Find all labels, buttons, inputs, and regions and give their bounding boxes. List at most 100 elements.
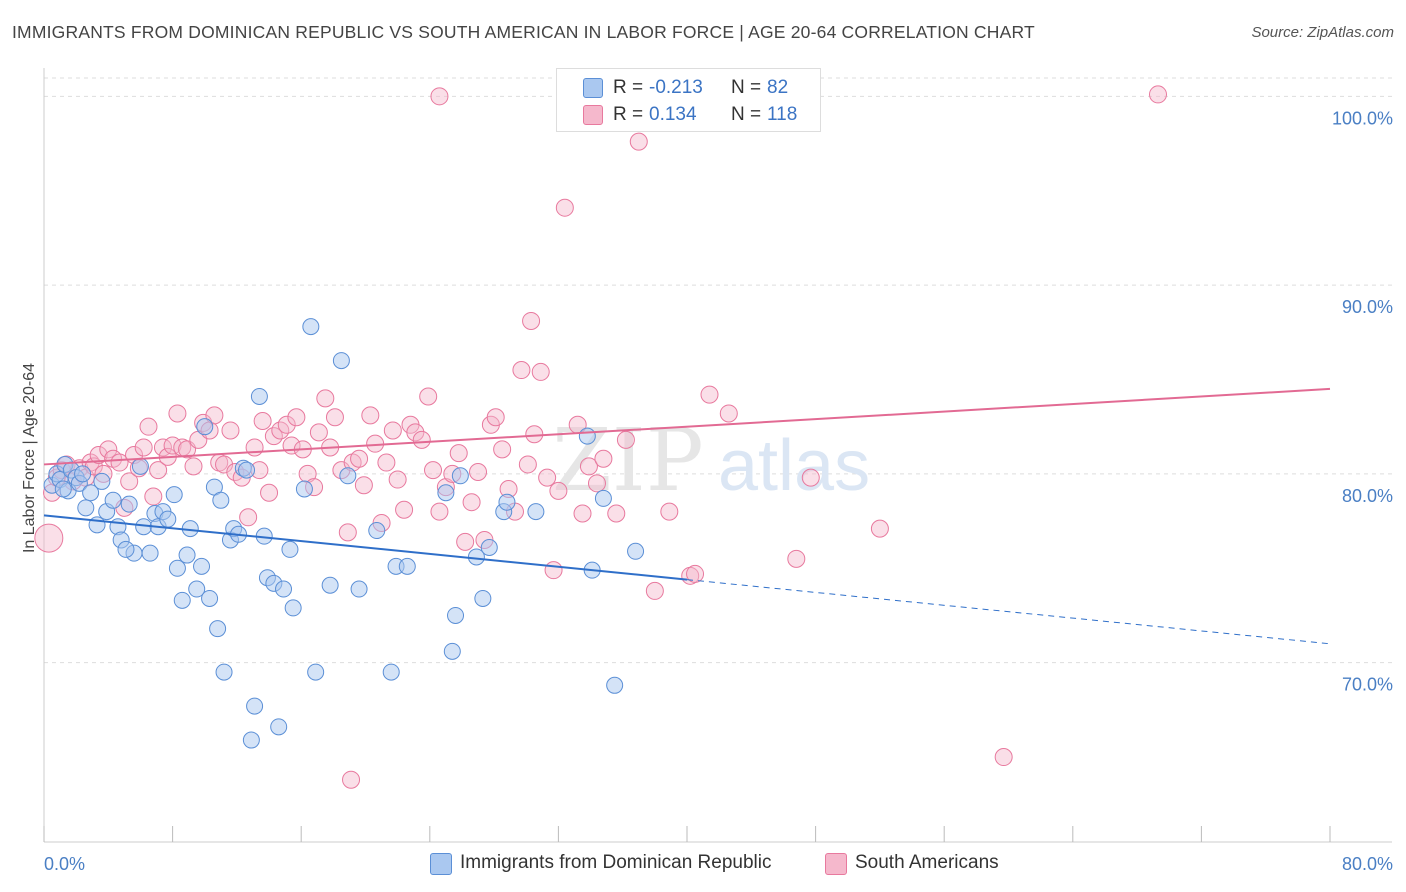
dominican-point — [627, 542, 645, 560]
south-americans-point — [350, 449, 369, 468]
south-americans-point — [544, 561, 563, 580]
dominican-point — [447, 606, 465, 624]
y-tick-label: 90.0% — [1342, 297, 1393, 317]
dominican-trend-line — [43, 514, 688, 581]
legend-row-dominican: R = -0.213 N = 82 — [557, 75, 820, 101]
dominican-point — [188, 580, 206, 598]
south-americans-point — [525, 425, 544, 444]
south-americans-point — [99, 440, 118, 459]
watermark: ZIP atlas — [552, 411, 870, 511]
south-americans-point — [406, 423, 425, 442]
south-americans-point — [700, 385, 719, 404]
x-tick-label: 0.0% — [44, 854, 85, 874]
south-americans-trend-line — [43, 387, 1331, 466]
dominican-point — [398, 557, 416, 575]
dominican-point — [93, 472, 111, 490]
south-americans-point — [469, 462, 488, 481]
south-americans-point — [110, 453, 129, 472]
south-americans-point — [512, 361, 531, 380]
dominican-point — [215, 663, 233, 681]
x-tick-label: 80.0% — [1342, 854, 1393, 874]
legend-r-value: 0.134 — [649, 104, 697, 125]
dominican-point — [382, 663, 400, 681]
dominican-point — [284, 599, 302, 617]
dominican-point — [275, 580, 293, 598]
legend-r-label: R = — [613, 77, 644, 98]
dominican-point — [339, 467, 357, 485]
south-americans-point — [518, 455, 537, 474]
dominican-point — [302, 318, 320, 336]
south-americans-point — [629, 132, 648, 151]
dominican-point — [168, 559, 186, 577]
y-axis-label: In Labor Force | Age 20-64 — [21, 363, 38, 553]
dominican-point — [451, 467, 469, 485]
dominican-point — [281, 540, 299, 558]
dominican-point — [54, 480, 72, 498]
south-americans-point — [139, 417, 158, 436]
dominican-point — [178, 546, 196, 564]
tick-labels: 70.0% 80.0% 90.0% 100.0% 0.0% 80.0% — [44, 108, 1393, 874]
legend-swatch-blue — [583, 78, 603, 98]
south-americans-point — [361, 406, 380, 425]
dominican-point — [474, 589, 492, 607]
dominican-point — [368, 522, 386, 540]
dominican-point — [201, 589, 219, 607]
dominican-point — [606, 676, 624, 694]
south-americans-point — [184, 457, 203, 476]
south-americans-point — [449, 444, 468, 463]
legend-swatch-pink — [825, 853, 847, 875]
dominican-point — [295, 480, 313, 498]
dominican-points — [43, 318, 645, 749]
south-americans-point — [239, 508, 258, 527]
dominican-point — [437, 484, 455, 502]
legend-label: Immigrants from Dominican Republic — [460, 852, 772, 873]
dominican-point — [242, 731, 260, 749]
grid-lines — [44, 77, 1392, 664]
dominican-point — [173, 591, 191, 609]
dominican-point — [120, 495, 138, 513]
watermark-atlas: atlas — [718, 426, 870, 506]
legend-r-label: R = — [613, 104, 644, 125]
south-americans-point — [573, 504, 592, 523]
dominican-point — [212, 491, 230, 509]
south-americans-point — [395, 500, 414, 519]
south-americans-point — [456, 532, 475, 551]
dominican-point — [117, 540, 135, 558]
dominican-point — [74, 465, 92, 483]
dominican-point — [250, 387, 268, 405]
dominican-point — [527, 503, 545, 521]
south-americans-point — [787, 549, 806, 568]
dominican-point — [443, 642, 461, 660]
south-americans-point — [221, 421, 240, 440]
dominican-point — [480, 539, 498, 557]
south-americans-point — [260, 483, 279, 502]
dominican-point — [141, 544, 159, 562]
south-americans-point — [587, 474, 606, 493]
south-americans-point — [531, 362, 550, 381]
source-label: Source: ZipAtlas.com — [1251, 24, 1394, 41]
south-americans-point — [277, 415, 296, 434]
legend-row-south-american: R = 0.134 N = 118 — [557, 102, 820, 128]
south-americans-point — [538, 468, 557, 487]
south-americans-point — [253, 412, 272, 431]
south-americans-point — [555, 198, 574, 217]
dominican-point — [350, 580, 368, 598]
legend-n-label: N = — [731, 77, 762, 98]
south-americans-point — [424, 461, 443, 480]
south-americans-point — [616, 430, 635, 449]
dominican-trend-extension — [686, 579, 1331, 645]
south-americans-point — [134, 438, 153, 457]
dominican-point — [332, 352, 350, 370]
legend-label: South Americans — [855, 852, 999, 873]
south-americans-point — [383, 421, 402, 440]
dominican-point — [159, 510, 177, 528]
south-americans-point — [205, 406, 224, 425]
south-americans-point — [430, 502, 449, 521]
south-americans-point — [316, 389, 335, 408]
dominican-point — [246, 697, 264, 715]
south-americans-point — [486, 408, 505, 427]
y-tick-label: 100.0% — [1332, 108, 1393, 128]
south-americans-point — [1148, 85, 1167, 104]
south-americans-point — [342, 770, 361, 789]
dominican-point — [165, 486, 183, 504]
